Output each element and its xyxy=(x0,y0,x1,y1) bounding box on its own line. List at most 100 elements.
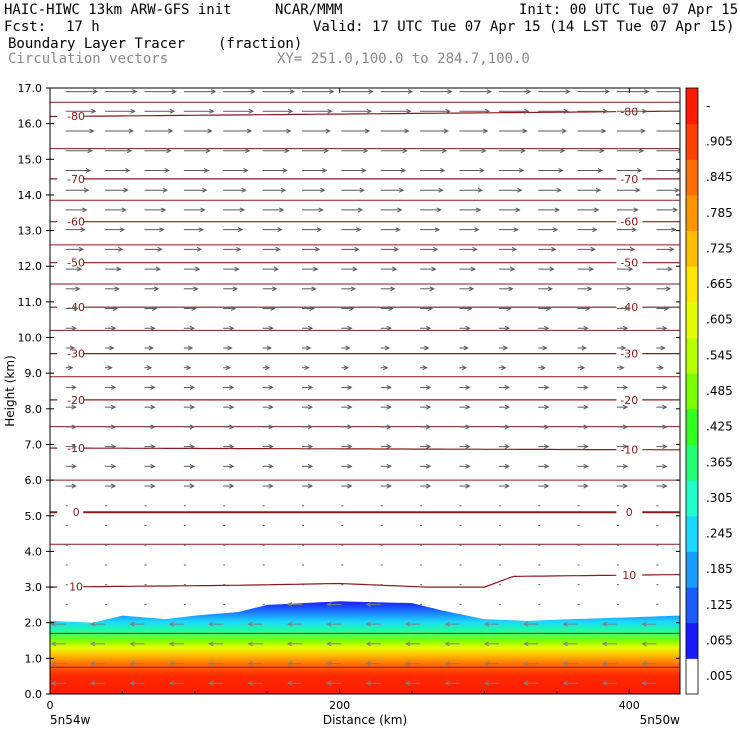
vector-arrow xyxy=(302,168,328,173)
y-tick-label: 10.0 xyxy=(18,332,43,345)
org-label: NCAR/MMM xyxy=(275,2,343,18)
vector-arrow xyxy=(65,148,93,154)
vector-arrow xyxy=(223,325,235,331)
vector-arrow xyxy=(247,641,263,647)
vector-arrow xyxy=(65,424,77,430)
vector-arrow xyxy=(656,246,675,252)
colorbar-swatch xyxy=(686,230,698,267)
contour-label: 0 xyxy=(626,506,633,519)
vector-arrow xyxy=(420,148,448,154)
y-tick-label: 9.0 xyxy=(25,367,43,380)
vector-arrow xyxy=(223,128,253,134)
vector-arrow xyxy=(341,463,353,469)
vector-arrow xyxy=(341,89,374,95)
vector-arrow xyxy=(144,246,163,252)
vector-arrow xyxy=(420,128,449,134)
vector-arrow xyxy=(656,168,680,173)
vector-arrow xyxy=(538,384,550,390)
contour-label-bg xyxy=(616,256,643,269)
vector-arrow xyxy=(302,148,330,154)
vector-arrow xyxy=(302,207,324,213)
vector-arrow xyxy=(302,325,314,331)
x-start-location: 5n54w xyxy=(50,713,91,727)
vector-arrow xyxy=(183,463,195,469)
vector-arrow xyxy=(420,365,428,371)
vector-arrow xyxy=(302,365,310,371)
y-tick-label: 11.0 xyxy=(18,296,43,309)
y-tick-label: 8.0 xyxy=(25,403,43,416)
vector-arrow xyxy=(262,444,274,450)
vector-arrow xyxy=(65,325,77,331)
colorbar: .005 .065 .125 .185 .245 .305 .365 .425 .485 .545… xyxy=(685,87,733,695)
vector-arrow xyxy=(183,365,192,371)
vector-arrow xyxy=(144,207,167,213)
circulation-vectors xyxy=(50,89,680,686)
vector-arrow xyxy=(498,168,525,173)
colorbar-label: .185 xyxy=(706,562,733,576)
vector-arrow xyxy=(538,424,550,430)
vector-arrow xyxy=(641,680,657,686)
vector-arrow xyxy=(420,306,434,311)
field-units: (fraction) xyxy=(218,36,303,52)
vector-arrow xyxy=(380,424,392,430)
vector-arrow xyxy=(617,266,634,272)
vector-arrow xyxy=(247,621,263,627)
contour-label: -70 xyxy=(67,173,85,186)
vector-arrow xyxy=(380,384,392,390)
vector-arrow xyxy=(601,621,617,627)
contour-label-bg xyxy=(616,215,643,228)
vector-arrow xyxy=(656,424,668,430)
vector-arrow xyxy=(223,148,251,154)
x-tick-label: 400 xyxy=(619,699,640,712)
vector-arrow xyxy=(656,404,668,410)
vector-arrow xyxy=(90,621,106,627)
vector-arrow xyxy=(183,404,195,410)
colorbar-swatch xyxy=(686,622,698,659)
colorbar-label: .365 xyxy=(706,455,733,469)
vector-arrow xyxy=(380,266,398,272)
colorbar-swatch xyxy=(686,480,698,517)
vector-arrow xyxy=(498,463,510,469)
forecast-hour: 17 h xyxy=(66,19,100,35)
vector-arrow xyxy=(302,404,314,410)
vector-arrow xyxy=(656,266,673,272)
vector-arrow xyxy=(617,325,629,331)
vector-arrow xyxy=(341,148,369,154)
vector-arrow xyxy=(365,601,381,607)
vector-arrow xyxy=(302,483,314,489)
vector-arrow xyxy=(380,325,392,331)
vector-arrow xyxy=(65,444,77,450)
vector-arrow xyxy=(498,246,518,252)
vector-arrow xyxy=(459,345,469,351)
vector-arrow xyxy=(656,148,680,154)
vector-arrow xyxy=(341,128,371,134)
vector-arrow xyxy=(617,463,629,469)
vector-arrow xyxy=(302,424,314,430)
vector-arrow xyxy=(183,187,208,193)
vector-arrow xyxy=(420,384,432,390)
colorbar-label: .065 xyxy=(706,634,733,648)
field-name: Boundary Layer Tracer xyxy=(8,36,186,52)
vector-arrow xyxy=(656,365,664,371)
vector-arrow xyxy=(420,108,451,114)
vector-arrow xyxy=(223,384,235,390)
vector-arrow xyxy=(538,345,548,351)
vectors-label: Circulation vectors xyxy=(8,51,169,67)
vector-arrow xyxy=(223,463,235,469)
vector-arrow xyxy=(105,246,124,252)
vector-arrow xyxy=(538,483,550,489)
vector-arrow xyxy=(183,286,199,292)
vector-arrow xyxy=(223,286,238,292)
vector-arrow xyxy=(262,207,285,213)
vector-arrow xyxy=(65,384,77,390)
vector-arrow xyxy=(50,641,66,647)
contour-label: -60 xyxy=(67,216,85,229)
vector-arrow xyxy=(326,641,342,647)
vector-arrow xyxy=(577,384,589,390)
vector-arrow xyxy=(380,483,392,489)
vector-arrow xyxy=(326,661,342,667)
vector-arrow xyxy=(144,168,170,173)
contour-label: -30 xyxy=(67,348,85,361)
vector-arrow xyxy=(380,108,412,114)
vector-arrow xyxy=(65,463,77,469)
